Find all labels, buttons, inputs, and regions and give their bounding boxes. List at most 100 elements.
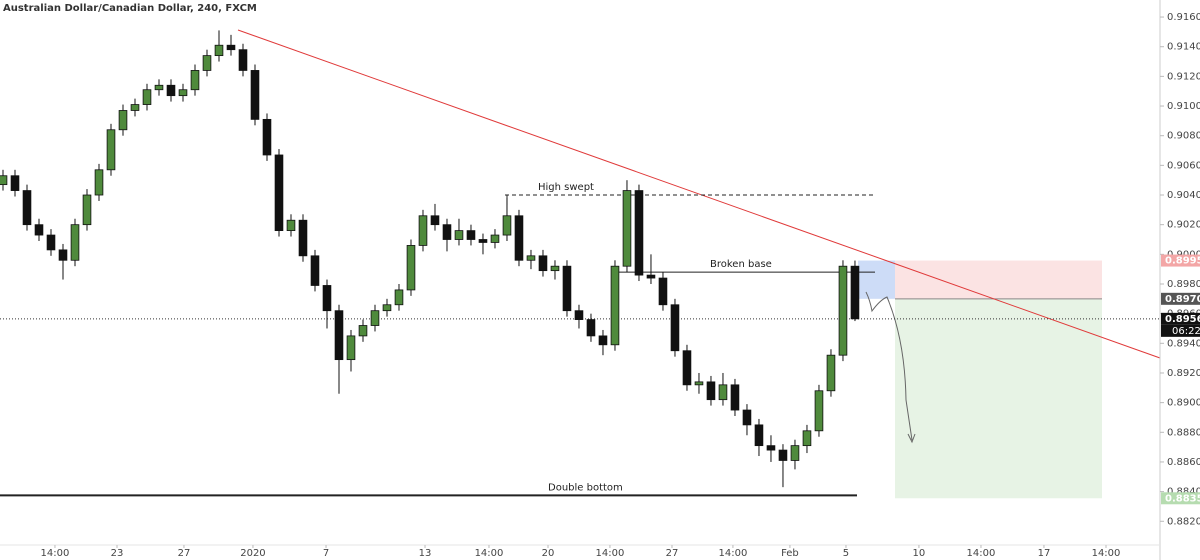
candle-body bbox=[562, 265, 572, 312]
x-tick-label: 14:00 bbox=[596, 548, 625, 559]
candle-body bbox=[178, 89, 188, 97]
target-label-bg bbox=[1161, 492, 1200, 505]
candle-body bbox=[838, 265, 848, 356]
candle-body bbox=[334, 310, 344, 361]
candle-body bbox=[514, 215, 524, 261]
candle-body bbox=[190, 70, 200, 91]
candle-body bbox=[262, 118, 272, 156]
candle-body bbox=[46, 234, 56, 251]
candle-body bbox=[814, 390, 824, 432]
candle-body bbox=[10, 175, 20, 191]
candle-body bbox=[766, 445, 776, 451]
x-tick-label: 14:00 bbox=[719, 548, 748, 559]
candle-body bbox=[430, 215, 440, 226]
candle-body bbox=[490, 234, 500, 243]
candle-body bbox=[790, 445, 800, 461]
candle-body bbox=[202, 55, 212, 71]
candle-body bbox=[298, 219, 308, 257]
x-tick-label: 14:00 bbox=[41, 548, 70, 559]
x-tick-label: 5 bbox=[843, 548, 849, 559]
projection-arrow bbox=[865, 291, 913, 441]
candle-body bbox=[670, 304, 680, 352]
candle-body bbox=[478, 239, 488, 243]
chart-title: Australian Dollar/Canadian Dollar, 240, … bbox=[3, 3, 257, 14]
stop-label: 0.89958 bbox=[1165, 256, 1200, 267]
target-label: 0.88355 bbox=[1165, 493, 1200, 504]
candle-body bbox=[466, 230, 476, 240]
candle-body bbox=[322, 285, 332, 312]
candle-body bbox=[826, 354, 836, 392]
x-tick-label: 20 bbox=[542, 548, 555, 559]
arrow-head bbox=[907, 433, 916, 444]
candle-body bbox=[610, 265, 620, 346]
last-price-label: 0.89565 bbox=[1165, 314, 1200, 325]
candle-body bbox=[658, 277, 668, 306]
candle-body bbox=[22, 190, 32, 226]
candle-body bbox=[646, 274, 656, 279]
candle-body bbox=[694, 381, 704, 386]
candle-body bbox=[682, 350, 692, 386]
candle-body bbox=[598, 335, 608, 346]
x-tick-label: 14:00 bbox=[967, 548, 996, 559]
candle-body bbox=[634, 190, 644, 276]
candle-body bbox=[142, 89, 152, 105]
candle-body bbox=[850, 265, 860, 320]
candle-body bbox=[82, 194, 92, 226]
position-tool bbox=[858, 260, 1102, 499]
candle-body bbox=[730, 384, 740, 411]
candle-body bbox=[250, 70, 260, 120]
candle-body bbox=[586, 319, 596, 337]
candle-body bbox=[154, 84, 164, 91]
candle-body bbox=[118, 110, 128, 131]
x-tick-label: 7 bbox=[323, 548, 329, 559]
candle-body bbox=[622, 190, 632, 267]
candle-body bbox=[58, 249, 68, 261]
entry-box bbox=[858, 260, 895, 299]
annotation-label: High swept bbox=[538, 182, 594, 193]
candle-body bbox=[238, 49, 248, 71]
candle-body bbox=[754, 424, 764, 447]
countdown: 06:22 bbox=[1172, 326, 1200, 337]
last-price-label-bg bbox=[1161, 312, 1200, 325]
x-tick-label: 14:00 bbox=[1092, 548, 1121, 559]
candle-body bbox=[166, 84, 176, 97]
candle-body bbox=[706, 381, 716, 401]
candle-body bbox=[502, 215, 512, 236]
candle-body bbox=[130, 104, 140, 111]
candle-body bbox=[94, 169, 104, 196]
candle-body bbox=[106, 129, 116, 171]
candle-body bbox=[574, 310, 584, 320]
candle-body bbox=[394, 289, 404, 306]
x-tick-label: 17 bbox=[1038, 548, 1051, 559]
target-zone bbox=[895, 298, 1102, 499]
candle-body bbox=[442, 224, 452, 240]
candle-body bbox=[358, 325, 368, 337]
candle-body bbox=[274, 154, 284, 232]
x-tick-label: 27 bbox=[178, 548, 191, 559]
x-tick-label: Feb bbox=[781, 548, 799, 559]
x-tick-label: 10 bbox=[913, 548, 926, 559]
x-tick-label: 14:00 bbox=[475, 548, 504, 559]
candle-body bbox=[310, 255, 320, 286]
x-tick-label: 2020 bbox=[240, 548, 265, 559]
countdown-bg bbox=[1161, 324, 1200, 337]
trend-line bbox=[237, 29, 1161, 359]
candle-body bbox=[526, 255, 536, 261]
x-tick-label: 13 bbox=[419, 548, 432, 559]
candle-body bbox=[778, 449, 788, 461]
candle-body bbox=[34, 224, 44, 236]
entry-label: 0.89700 bbox=[1165, 294, 1200, 305]
candle-body bbox=[214, 44, 224, 57]
candle-body bbox=[550, 265, 560, 272]
